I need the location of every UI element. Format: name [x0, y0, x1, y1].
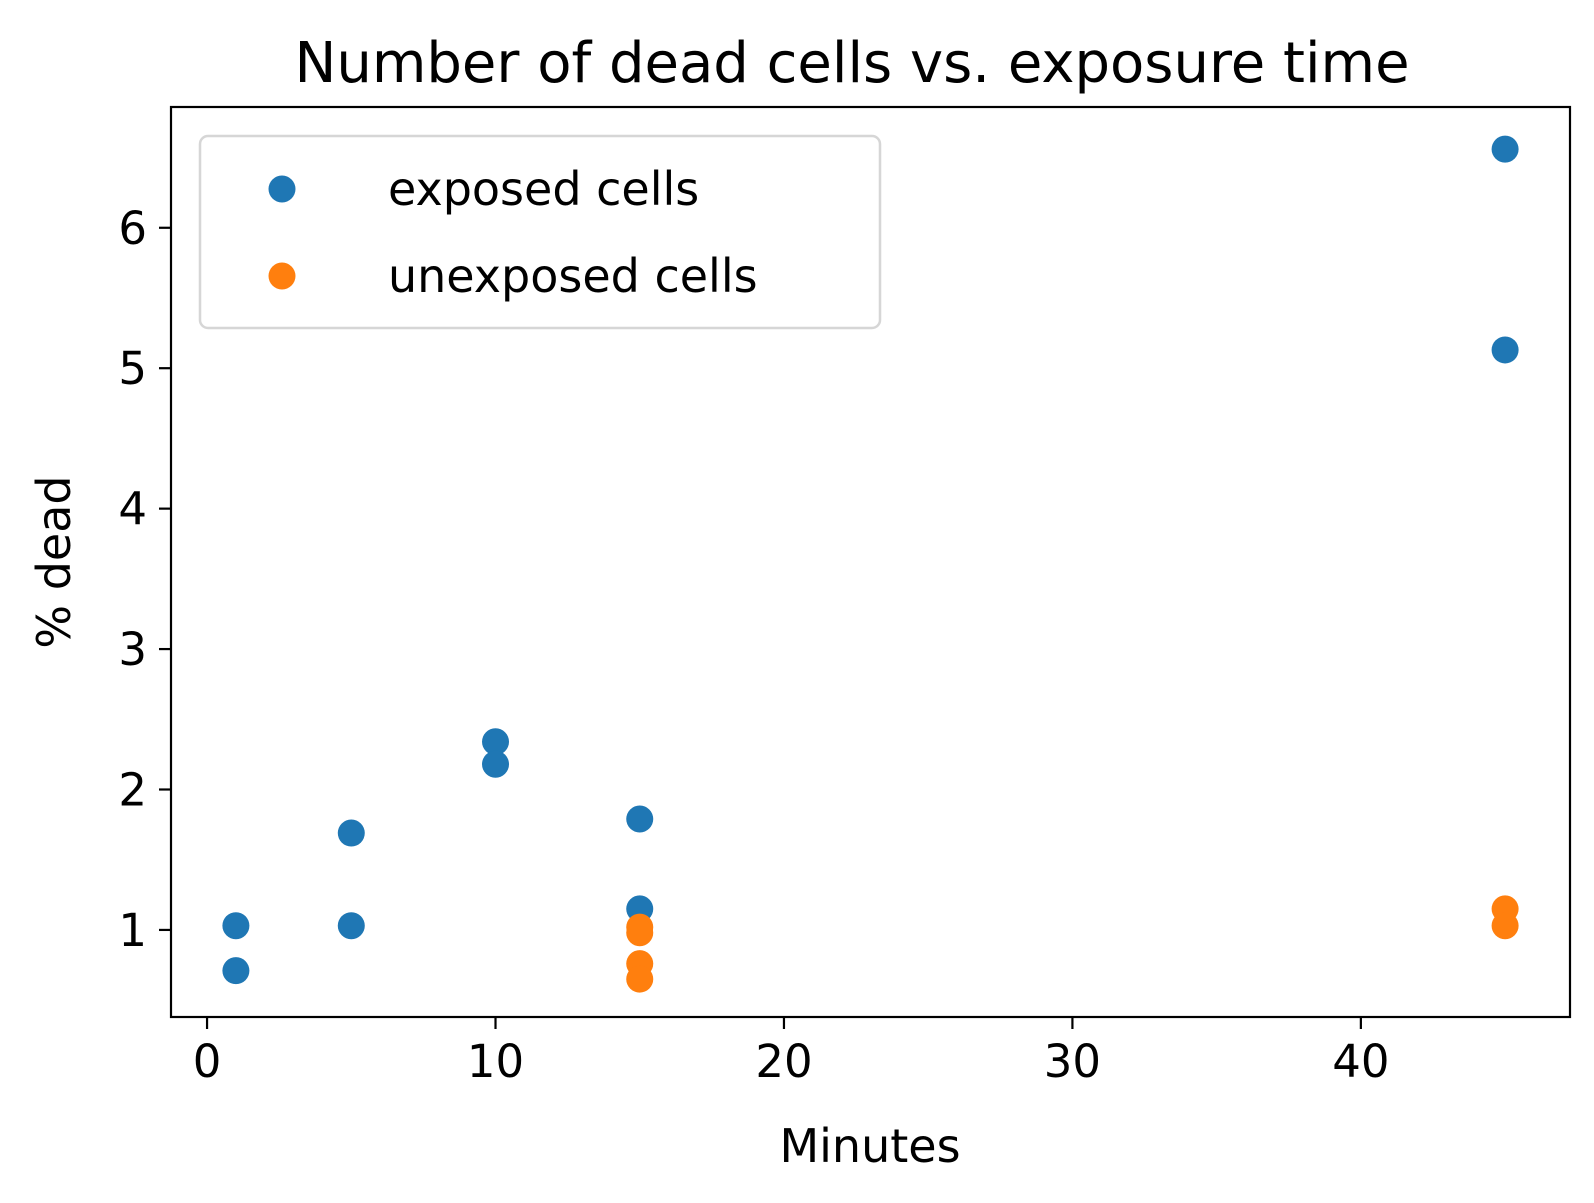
legend-marker-exposed-cells — [268, 175, 296, 203]
data-point-exposed-cells — [222, 912, 250, 940]
data-point-unexposed-cells — [626, 965, 654, 993]
legend-label-unexposed-cells: unexposed cells — [388, 249, 758, 303]
data-point-exposed-cells — [626, 805, 654, 833]
y-tick-label: 3 — [118, 623, 147, 676]
y-tick-label: 5 — [118, 342, 147, 395]
x-tick-label: 40 — [1332, 1035, 1389, 1088]
axes-frame — [169, 105, 1572, 1019]
y-axis-label: % dead — [27, 475, 81, 648]
y-tick-label: 2 — [118, 764, 147, 817]
data-point-exposed-cells — [1491, 135, 1519, 163]
data-point-exposed-cells — [337, 912, 365, 940]
data-point-unexposed-cells — [626, 919, 654, 947]
x-tick-label: 0 — [193, 1035, 222, 1088]
y-tick-label: 1 — [118, 904, 147, 957]
x-axis-label: Minutes — [779, 1119, 960, 1173]
data-point-exposed-cells — [482, 750, 510, 778]
y-tick-label: 6 — [118, 202, 147, 255]
x-axis: 0 10 20 30 40 — [193, 1017, 1390, 1088]
legend-box — [198, 134, 882, 330]
legend: exposed cells unexposed cells — [198, 134, 882, 330]
plot-area — [222, 135, 1519, 993]
legend-label-exposed-cells: exposed cells — [388, 162, 699, 216]
chart-title: Number of dead cells vs. exposure time — [294, 31, 1409, 96]
x-tick-label: 30 — [1044, 1035, 1101, 1088]
data-point-exposed-cells — [1491, 336, 1519, 364]
data-point-exposed-cells — [222, 957, 250, 985]
x-tick-label: 20 — [755, 1035, 812, 1088]
data-point-unexposed-cells — [1491, 912, 1519, 940]
data-point-exposed-cells — [482, 728, 510, 756]
legend-marker-unexposed-cells — [268, 262, 296, 290]
x-tick-label: 10 — [467, 1035, 524, 1088]
data-point-exposed-cells — [337, 819, 365, 847]
y-axis: 1 2 3 4 5 6 — [118, 202, 171, 957]
y-tick-label: 4 — [118, 483, 147, 536]
